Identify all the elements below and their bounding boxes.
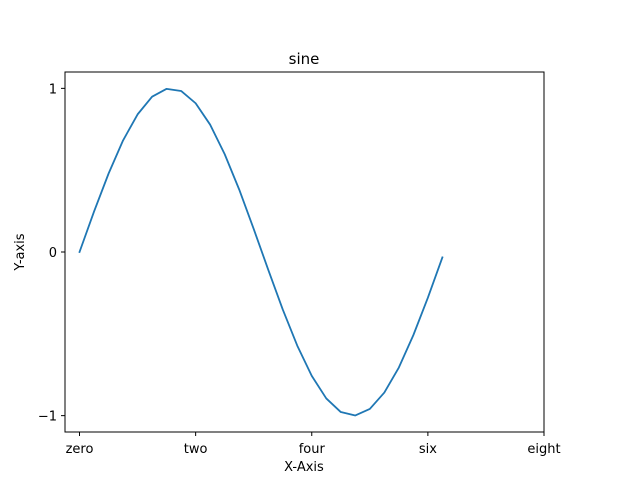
y-tick-label: −1 — [38, 410, 57, 425]
y-tick-label: 0 — [49, 246, 57, 261]
x-tick-label: zero — [66, 442, 94, 457]
plot-area — [78, 87, 444, 417]
axes-frame — [64, 71, 545, 433]
y-axis-ticks: −1 0 1 — [38, 82, 65, 425]
y-axis-label: Y-axis — [13, 233, 28, 271]
x-axis-label: X-Axis — [284, 460, 324, 475]
y-tick-label: 1 — [49, 82, 57, 97]
series-line-0 — [78, 87, 444, 417]
x-tick-label: eight — [527, 442, 560, 457]
x-tick-label: six — [419, 442, 437, 457]
x-tick-label: two — [184, 442, 208, 457]
x-tick-label: four — [299, 442, 326, 457]
chart-title: sine — [289, 50, 320, 68]
x-axis-ticks: zero two four six eight — [66, 432, 561, 457]
